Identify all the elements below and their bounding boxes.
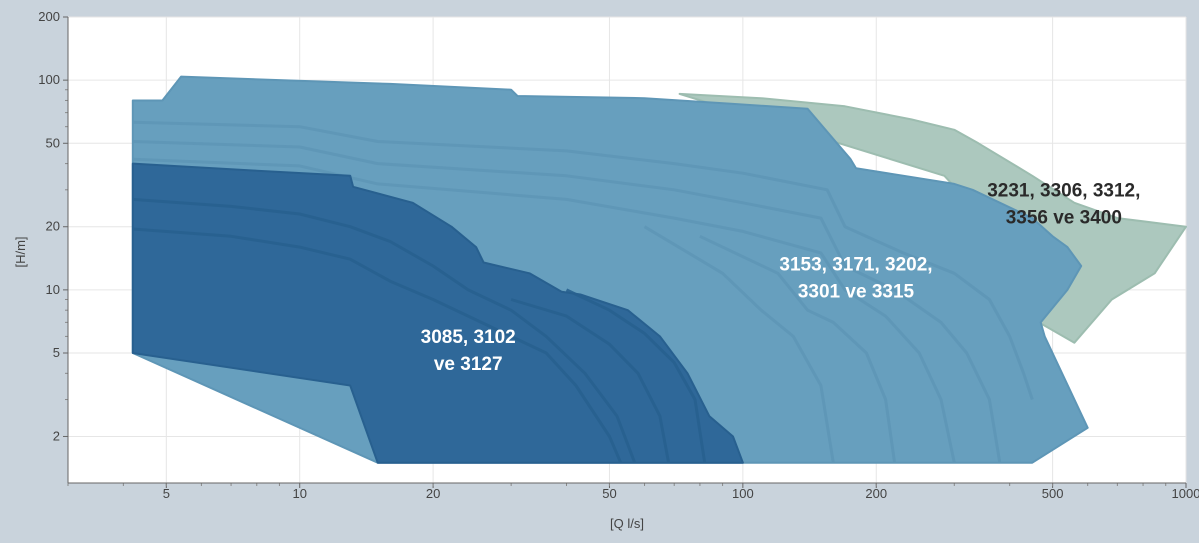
pump-curve [132, 157, 956, 464]
y-tick-label: 10 [46, 282, 60, 297]
region-area [131, 162, 744, 464]
region-label: 3231, 3306, 3312, [987, 180, 1140, 201]
pump-curve [643, 225, 835, 463]
regions [131, 75, 1187, 464]
x-tick-label: 50 [602, 486, 616, 501]
region-label: ve 3127 [434, 354, 503, 375]
x-tick-label: 20 [426, 486, 440, 501]
region-2 [131, 162, 744, 464]
y-tick-label: 100 [38, 72, 60, 87]
y-tick-label: 5 [53, 345, 60, 360]
x-tick-label: 1000 [1172, 486, 1199, 501]
x-tick-label: 500 [1042, 486, 1064, 501]
pump-curve [132, 197, 637, 464]
y-tick-label: 20 [46, 219, 60, 234]
pump-curve [132, 227, 623, 464]
axes: 5 10 20 50 100 200 500 1000 2 5 10 20 50 100 200 [38, 9, 1199, 501]
x-tick-label: 10 [292, 486, 306, 501]
pump-curve [565, 288, 707, 463]
x-tick-label: 100 [732, 486, 754, 501]
y-axis-title: [H/m] [13, 236, 28, 267]
y-tick-label: 50 [46, 135, 60, 150]
y-tick-label: 2 [53, 428, 60, 443]
region-labels: 3231, 3306, 3312, 3356 ve 3400 3153, 3171,… [421, 180, 1141, 375]
region-label: 3356 ve 3400 [1006, 207, 1122, 228]
pump-curve [132, 140, 1002, 463]
pump-curve [699, 234, 897, 463]
x-tick-label: 5 [163, 486, 170, 501]
x-tick-label: 200 [865, 486, 887, 501]
region-label: 3153, 3171, 3202, [779, 255, 932, 276]
pump-curve [510, 298, 671, 463]
region-label: 3301 ve 3315 [798, 282, 915, 303]
region-label: 3085, 3102 [421, 327, 516, 348]
y-tick-label: 200 [38, 9, 60, 24]
x-axis-title: [Q l/s] [610, 516, 644, 531]
pump-curve [132, 120, 1034, 400]
